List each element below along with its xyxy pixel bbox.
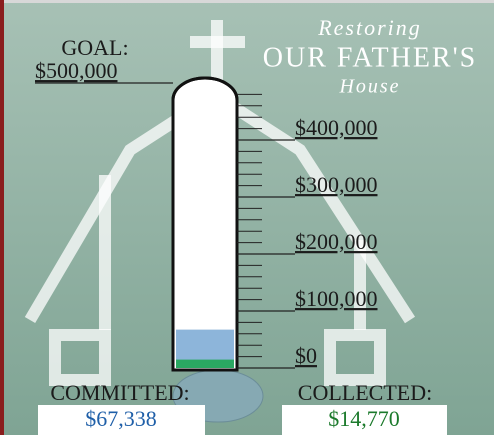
y-tick-label: $200,000 <box>295 229 378 254</box>
legend-label: COLLECTED: <box>298 380 432 405</box>
y-tick-label: $300,000 <box>295 172 378 197</box>
border <box>0 0 4 435</box>
value-label: $67,338 <box>85 406 157 431</box>
value-label: $14,770 <box>328 406 400 431</box>
title-line: House <box>338 76 400 98</box>
y-tick-label: $0 <box>295 343 317 368</box>
y-tick-label: $100,000 <box>295 286 378 311</box>
legend-label: COMMITTED: <box>50 380 189 405</box>
title-line: Restoring <box>317 15 422 40</box>
goal-value: $500,000 <box>35 58 118 83</box>
tube <box>173 78 237 370</box>
border <box>4 0 494 3</box>
thermometer-chart: Restoring OUR FATHER'S House GOAL: $0 $10… <box>0 0 494 435</box>
goal-label: GOAL: <box>61 35 128 60</box>
y-tick-label: $400,000 <box>295 115 378 140</box>
fill-bar <box>176 360 234 368</box>
title-line: OUR FATHER'S <box>263 42 477 73</box>
